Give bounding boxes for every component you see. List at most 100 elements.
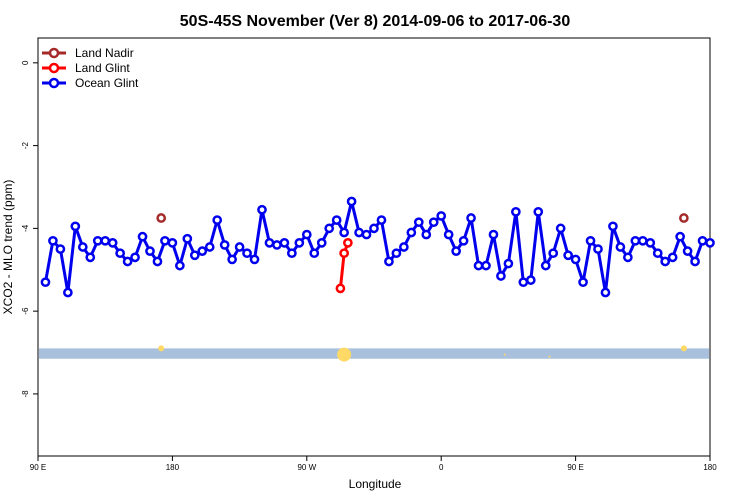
- x-tick-label-1: 180: [166, 463, 180, 472]
- point-ocean-glint-82: [652, 248, 663, 259]
- point-ocean-glint-44: [369, 223, 379, 234]
- point-ocean-glint-29: [257, 204, 267, 215]
- point-ocean-glint-19: [182, 233, 193, 244]
- point-ocean-glint-10: [115, 248, 125, 259]
- point-ocean-glint-0: [40, 277, 51, 288]
- series-land-nadir: [156, 213, 689, 223]
- point-ocean-glint-74: [593, 244, 603, 254]
- point-ocean-glint-86: [682, 246, 693, 256]
- point-ocean-glint-36: [309, 248, 320, 259]
- legend-marker-land-glint: [48, 62, 60, 74]
- point-land-nadir-1: [679, 213, 689, 223]
- point-ocean-glint-45: [376, 215, 387, 225]
- point-ocean-glint-1: [48, 235, 58, 246]
- point-ocean-glint-58: [473, 260, 484, 271]
- point-ocean-glint-16: [160, 235, 170, 246]
- point-ocean-glint-69: [555, 223, 566, 234]
- point-ocean-glint-60: [488, 229, 499, 240]
- point-ocean-glint-52: [428, 217, 439, 228]
- point-ocean-glint-53: [436, 211, 447, 221]
- legend-item-land-nadir: Land Nadir: [42, 46, 134, 60]
- data-density-band: [39, 345, 709, 362]
- point-ocean-glint-42: [354, 227, 364, 238]
- point-ocean-glint-72: [578, 277, 588, 288]
- y-tick-label-1: -2: [21, 142, 30, 150]
- point-ocean-glint-49: [406, 227, 417, 238]
- band-marker-2: [503, 353, 506, 356]
- legend-marker-land-nadir: [48, 47, 60, 59]
- point-ocean-glint-62: [503, 258, 514, 269]
- point-ocean-glint-55: [451, 246, 461, 256]
- band-marker-4: [680, 345, 687, 352]
- point-ocean-glint-43: [361, 229, 372, 240]
- legend-item-ocean-glint: Ocean Glint: [42, 76, 139, 90]
- point-ocean-glint-5: [77, 242, 88, 252]
- point-ocean-glint-28: [249, 254, 260, 265]
- point-ocean-glint-84: [667, 252, 678, 263]
- point-ocean-glint-17: [167, 238, 178, 248]
- point-ocean-glint-31: [272, 240, 282, 250]
- point-ocean-glint-26: [234, 242, 245, 252]
- point-ocean-glint-12: [130, 252, 140, 263]
- point-land-glint-1: [339, 248, 349, 259]
- point-ocean-glint-65: [525, 275, 536, 285]
- point-ocean-glint-4: [70, 221, 81, 232]
- point-ocean-glint-7: [92, 235, 103, 246]
- point-ocean-glint-46: [384, 256, 394, 267]
- point-ocean-glint-38: [324, 223, 335, 234]
- point-ocean-glint-63: [511, 206, 521, 217]
- point-ocean-glint-59: [481, 260, 491, 271]
- point-ocean-glint-64: [518, 277, 529, 288]
- point-ocean-glint-34: [294, 238, 305, 248]
- point-ocean-glint-25: [227, 254, 237, 265]
- point-land-nadir-0: [156, 213, 167, 223]
- y-tick-label-2: -4: [21, 224, 30, 232]
- x-tick-label-0: 90 E: [30, 463, 46, 472]
- series-layer: [40, 196, 715, 298]
- x-axis: 90 E 180 90 W 0 90 E 180: [30, 456, 717, 472]
- legend-label-land-glint: Land Glint: [75, 61, 130, 75]
- point-ocean-glint-33: [287, 248, 297, 259]
- point-ocean-glint-14: [145, 246, 155, 256]
- point-ocean-glint-56: [458, 235, 469, 246]
- x-tick-label-3: 0: [439, 463, 444, 472]
- point-ocean-glint-20: [189, 250, 200, 261]
- point-ocean-glint-70: [563, 250, 573, 261]
- band-rect: [39, 348, 709, 359]
- point-ocean-glint-6: [85, 252, 96, 263]
- x-tick-label-2: 90 W: [297, 463, 316, 472]
- point-ocean-glint-18: [175, 260, 185, 271]
- x-tick-label-4: 90 E: [567, 463, 583, 472]
- point-ocean-glint-3: [63, 287, 73, 298]
- point-ocean-glint-77: [615, 242, 626, 252]
- point-ocean-glint-32: [279, 238, 290, 248]
- point-ocean-glint-71: [570, 254, 581, 265]
- point-ocean-glint-81: [645, 238, 656, 248]
- point-ocean-glint-35: [301, 229, 312, 240]
- point-ocean-glint-9: [107, 238, 118, 248]
- x-axis-label: Longitude: [349, 477, 402, 491]
- point-ocean-glint-57: [466, 213, 476, 223]
- point-ocean-glint-80: [637, 235, 648, 246]
- point-ocean-glint-85: [675, 231, 685, 242]
- series-land-glint: [335, 238, 353, 294]
- point-ocean-glint-88: [697, 235, 708, 246]
- band-marker-1: [337, 347, 352, 362]
- point-ocean-glint-13: [137, 231, 148, 242]
- point-ocean-glint-47: [391, 248, 402, 259]
- point-ocean-glint-40: [339, 227, 349, 238]
- point-land-glint-2: [343, 238, 353, 248]
- point-ocean-glint-79: [630, 235, 641, 246]
- x-tick-label-5: 180: [703, 463, 717, 472]
- point-ocean-glint-21: [197, 246, 208, 256]
- point-ocean-glint-11: [122, 256, 133, 267]
- point-ocean-glint-54: [443, 229, 454, 240]
- point-land-glint-0: [335, 283, 346, 294]
- point-ocean-glint-66: [533, 206, 544, 217]
- point-ocean-glint-39: [331, 215, 342, 225]
- point-ocean-glint-67: [540, 260, 551, 271]
- point-ocean-glint-2: [55, 244, 66, 254]
- y-tick-label-0: 0: [21, 60, 30, 65]
